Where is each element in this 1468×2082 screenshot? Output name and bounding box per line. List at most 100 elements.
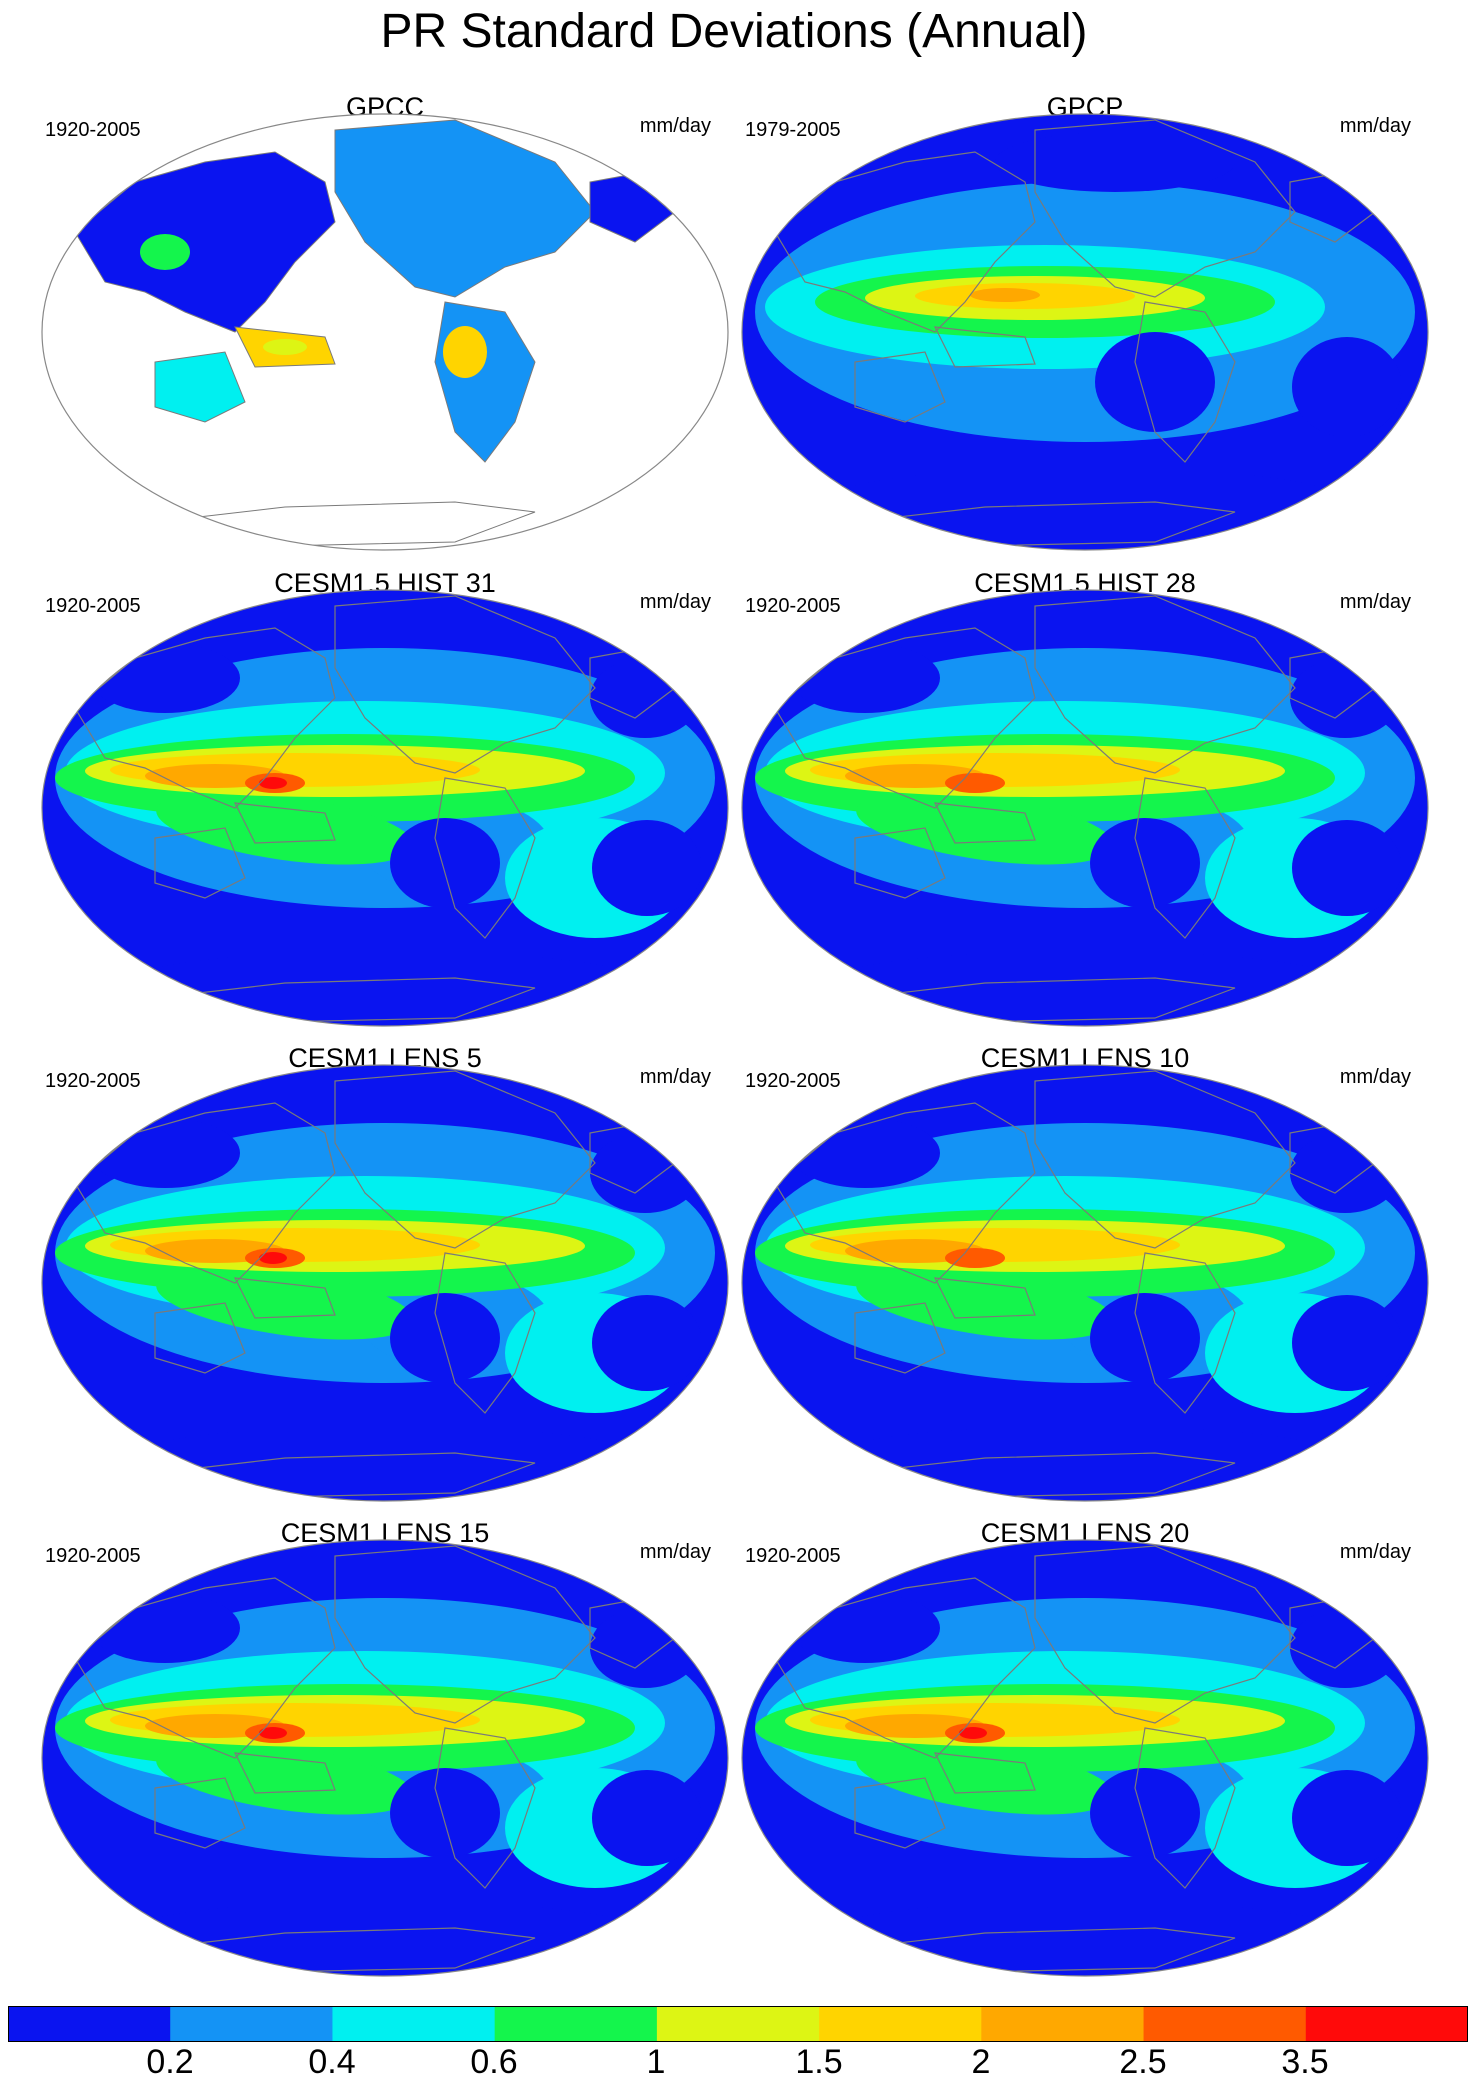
coastline: [154, 1302, 246, 1374]
map-fields: [42, 1540, 728, 1976]
panel-cesm1-lens-5: CESM1 LENS 5 1920-2005 mm/day: [35, 1043, 735, 1513]
panel-cesm15-hist-31: CESM1.5 HIST 31 1920-2005 mm/day: [35, 568, 735, 1038]
colorbar-label: 0.6: [470, 2043, 518, 2081]
contour-dry-zone: [790, 643, 940, 713]
map-outline: [41, 589, 729, 1027]
coastline: [854, 1302, 946, 1374]
figure-title: PR Standard Deviations (Annual): [380, 5, 1088, 58]
global-map: [741, 1539, 1429, 1977]
colorbar-swatch: [494, 2006, 658, 2042]
global-map: [41, 1064, 729, 1502]
global-map: [741, 1064, 1429, 1502]
contour-higher-band: [443, 326, 487, 378]
map-outline: [41, 113, 729, 551]
panel-units: mm/day: [639, 1541, 711, 1563]
contour-dry-zone: [1090, 1768, 1200, 1858]
global-map: [41, 113, 729, 551]
panel-units: mm/day: [639, 115, 711, 137]
panel-period: 1979-2005: [745, 119, 841, 141]
contour-max-band: [259, 1252, 287, 1264]
contour-dry-zone: [390, 1768, 500, 1858]
coastline: [774, 151, 1036, 333]
coastline: [74, 627, 336, 809]
contour-dry-zone: [125, 1901, 645, 1965]
coastline: [854, 827, 946, 899]
coastline: [434, 777, 536, 939]
contour-dry-zone: [592, 1295, 702, 1391]
colorbar-swatch: [170, 2006, 333, 2042]
map-fields: [42, 114, 728, 550]
contour-dry-zone: [592, 820, 702, 916]
map-fields: [742, 1540, 1428, 1976]
colorbar-label: 0.4: [308, 2043, 356, 2081]
contour-dry-zone: [125, 951, 645, 1015]
panel-cesm1-lens-10: CESM1 LENS 10 1920-2005 mm/day: [735, 1043, 1435, 1513]
contour-dry-zone: [390, 1293, 500, 1383]
coastline: [933, 1277, 1036, 1319]
colorbar-swatch: [1305, 2006, 1468, 2042]
contour-moderate-band: [856, 1266, 1114, 1340]
coastline: [774, 1102, 1036, 1284]
contour-moderate-band: [156, 1266, 414, 1340]
land-region: [74, 151, 336, 333]
map-fields: [42, 1065, 728, 1501]
map-outline: [41, 1539, 729, 1977]
coastline: [74, 1102, 336, 1284]
panel-gpcc: GPCC 1920-2005 mm/day: [35, 92, 735, 562]
coastline: [434, 1727, 536, 1889]
contour-dry-zone: [1292, 337, 1402, 437]
panel-period: 1920-2005: [745, 1545, 841, 1567]
coastline: [334, 595, 596, 774]
contour-dry-zone: [125, 1426, 645, 1490]
contour-dry-zone: [1290, 1608, 1400, 1688]
colorbar-label: 3.5: [1281, 2043, 1329, 2081]
colorbar-label: 2.5: [1119, 2043, 1167, 2081]
panel-period: 1920-2005: [745, 1070, 841, 1092]
coastline: [1034, 119, 1296, 298]
panel-units: mm/day: [639, 1066, 711, 1088]
coastline: [1034, 595, 1296, 774]
contour-dry-zone: [590, 1608, 700, 1688]
coastline: [154, 1777, 246, 1849]
colorbar-labels: 0.2 0.4 0.6 1 1.5 2 2.5 3.5: [8, 2042, 1468, 2082]
contour-max-band: [959, 1727, 987, 1739]
contour-high-band: [263, 339, 307, 355]
map-fields: [742, 1065, 1428, 1501]
colorbar-swatch: [819, 2006, 982, 2042]
contour-moderate-band: [156, 791, 414, 865]
contour-moderate-band: [156, 1741, 414, 1815]
colorbar-swatch: [332, 2006, 496, 2042]
contour-dry-zone: [590, 658, 700, 738]
panel-period: 1920-2005: [45, 1545, 141, 1567]
coastline: [233, 802, 336, 844]
contour-moderate-band: [856, 791, 1114, 865]
panel-cesm15-hist-28: CESM1.5 HIST 28 1920-2005 mm/day: [735, 568, 1435, 1038]
contour-extreme-band: [945, 1248, 1005, 1268]
map-outline: [741, 113, 1429, 551]
colorbar-swatch: [656, 2006, 820, 2042]
coastline: [1134, 777, 1236, 939]
colorbar: 0.2 0.4 0.6 1 1.5 2 2.5 3.5: [8, 2006, 1468, 2082]
coastline: [334, 1070, 596, 1249]
contour-dry-zone: [1290, 1133, 1400, 1213]
global-map: [41, 589, 729, 1027]
coastline: [854, 1777, 946, 1849]
colorbar-label: 2: [971, 2043, 991, 2081]
global-map: [741, 113, 1429, 551]
global-map: [741, 589, 1429, 1027]
contour-dry-zone: [790, 1118, 940, 1188]
coastline: [1134, 1727, 1236, 1889]
map-outline: [41, 1064, 729, 1502]
coastline: [854, 351, 946, 423]
contour-dry-zone: [825, 1901, 1345, 1965]
colorbar-label: 1: [646, 2043, 666, 2081]
contour-dry-zone: [825, 951, 1345, 1015]
coastline: [774, 627, 1036, 809]
contour-extreme-band: [945, 773, 1005, 793]
panel-units: mm/day: [1339, 1066, 1411, 1088]
contour-max-band: [259, 1727, 287, 1739]
contour-dry-zone: [90, 1118, 240, 1188]
contour-dry-zone: [995, 132, 1235, 192]
contour-dry-zone: [1292, 820, 1402, 916]
contour-dry-zone: [590, 1133, 700, 1213]
